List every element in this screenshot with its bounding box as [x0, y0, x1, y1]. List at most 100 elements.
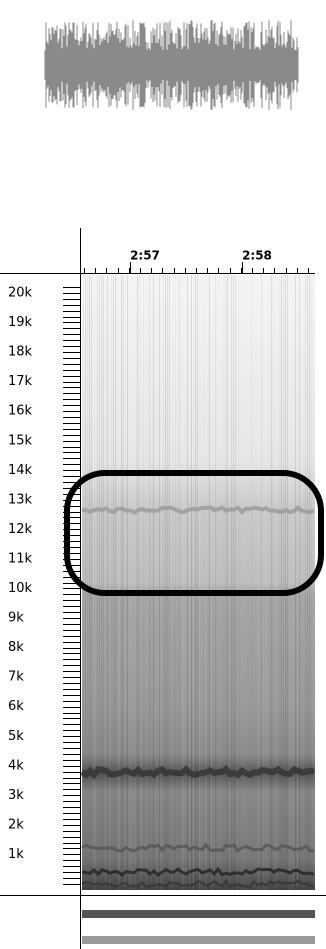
streak: [263, 275, 264, 890]
time-label: 2:57: [130, 249, 160, 263]
streak: [259, 275, 260, 890]
streak: [153, 275, 154, 890]
streak: [225, 275, 226, 890]
streak: [245, 275, 246, 890]
streak: [159, 275, 160, 890]
streak: [269, 275, 270, 890]
streak: [169, 275, 170, 890]
streak: [141, 275, 142, 890]
streak: [167, 275, 168, 890]
streak: [261, 275, 262, 890]
streak: [273, 275, 274, 890]
frequency-label: 9k: [8, 611, 24, 626]
frequency-label: 2k: [8, 817, 24, 832]
track-trace: [82, 936, 315, 944]
streak: [223, 275, 224, 890]
streak: [187, 275, 188, 890]
frequency-label: 3k: [8, 788, 24, 803]
streak: [131, 275, 132, 890]
streak: [267, 275, 268, 890]
streak: [209, 275, 210, 890]
streak: [137, 275, 138, 890]
frequency-label: 15k: [8, 433, 33, 448]
frequency-label: 6k: [8, 699, 24, 714]
streak: [291, 275, 292, 890]
waveform: [44, 20, 299, 110]
streak: [171, 275, 172, 890]
frequency-label: 1k: [8, 847, 24, 862]
streak: [155, 275, 156, 890]
streak: [99, 275, 100, 890]
streak: [203, 275, 204, 890]
streak: [129, 275, 130, 890]
streak: [139, 275, 140, 890]
streak: [299, 275, 300, 890]
streak: [103, 275, 104, 890]
band: [81, 879, 315, 888]
band: [81, 866, 315, 877]
streak: [177, 275, 178, 890]
streak: [293, 275, 294, 890]
streak: [297, 275, 298, 890]
time-label: 2:58: [242, 249, 272, 263]
streak: [89, 275, 90, 890]
streak: [113, 275, 114, 890]
frequency-label: 4k: [8, 758, 24, 773]
streak: [249, 275, 250, 890]
streak: [211, 275, 212, 890]
streak: [135, 275, 136, 890]
streak: [163, 275, 164, 890]
frequency-label: 10k: [8, 581, 33, 596]
streak: [179, 275, 180, 890]
streak: [287, 275, 288, 890]
streak: [289, 275, 290, 890]
frequency-label: 16k: [8, 404, 33, 419]
band: [81, 505, 315, 515]
streak: [275, 275, 276, 890]
frequency-label: 13k: [8, 492, 33, 507]
streak: [283, 275, 284, 890]
streak: [195, 275, 196, 890]
band: [81, 842, 315, 854]
spectrogram: [82, 275, 315, 890]
streak: [235, 275, 236, 890]
streak: [143, 275, 144, 890]
frequency-label: 14k: [8, 463, 33, 478]
spectrogram-texture: [80, 275, 315, 890]
streak: [215, 275, 216, 890]
streak: [157, 275, 158, 890]
frequency-label: 11k: [8, 551, 33, 566]
streak: [173, 275, 174, 890]
streak: [243, 275, 244, 890]
streak: [271, 275, 272, 890]
streak: [87, 275, 88, 890]
track-trace: [82, 910, 315, 918]
streak: [197, 275, 198, 890]
streak: [281, 275, 282, 890]
labels: 20k 19k 18k 17k 16k 15k 14k 13k 12k 11k 10k 9k 8k 7k 6…: [8, 249, 272, 862]
streak: [151, 275, 152, 890]
streak: [125, 275, 126, 890]
streak: [183, 275, 184, 890]
streak: [189, 275, 190, 890]
streak: [161, 275, 162, 890]
streak: [265, 275, 266, 890]
streak: [221, 275, 222, 890]
streak: [237, 275, 238, 890]
streak: [313, 275, 314, 890]
streak: [231, 275, 232, 890]
frequency-label: 7k: [8, 670, 24, 685]
streak: [107, 275, 108, 890]
streak: [255, 275, 256, 890]
streak: [253, 275, 254, 890]
highlight-box: [64, 470, 324, 596]
streak: [133, 275, 134, 890]
streak: [185, 275, 186, 890]
streak: [175, 275, 176, 890]
streak: [115, 275, 116, 890]
streak: [229, 275, 230, 890]
streak: [207, 275, 208, 890]
frequency-label: 20k: [8, 286, 33, 301]
streak: [247, 275, 248, 890]
